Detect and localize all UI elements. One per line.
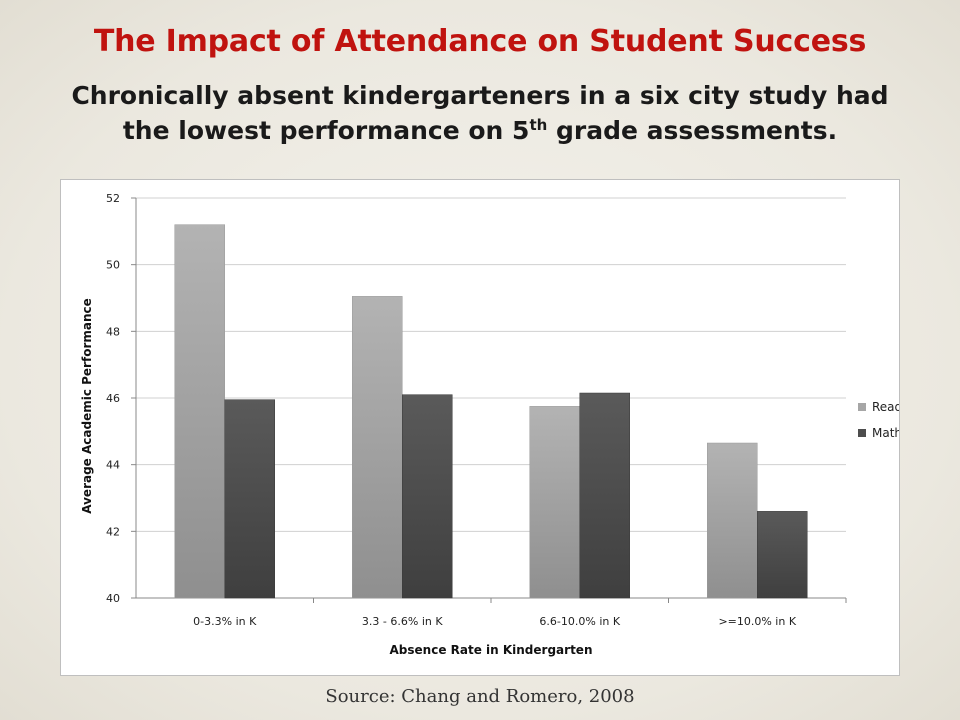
y-tick-label-52: 52 — [106, 192, 120, 205]
y-tick-label-42: 42 — [106, 525, 120, 538]
bar-reading-2 — [529, 406, 580, 599]
x-tick-label-3: >=10.0% in K — [718, 615, 796, 628]
bar-reading-1 — [352, 296, 403, 599]
bar-math-0 — [224, 399, 275, 599]
chart-frame: 40 42 44 46 48 50 52 0-3.3% in K 3.3 - 6.6% in K… — [60, 179, 900, 676]
bar-math-3 — [757, 511, 808, 599]
legend-swatch-math — [858, 429, 866, 437]
y-tick-label-40: 40 — [106, 592, 120, 605]
subtitle-line-2-end: grade assessments. — [547, 116, 838, 145]
bar-math-2 — [579, 392, 630, 599]
bar-math-1 — [402, 394, 453, 599]
y-tick-label-46: 46 — [106, 392, 120, 405]
subtitle-line-2: the lowest performance on 5th grade asse… — [60, 113, 900, 148]
y-axis-title: Average Academic Performance — [80, 298, 94, 514]
x-tick-label-1: 3.3 - 6.6% in K — [362, 615, 443, 628]
subtitle-line-2-text: the lowest performance on 5 — [122, 116, 530, 145]
subtitle-superscript: th — [529, 116, 548, 134]
bar-reading-3 — [707, 442, 758, 599]
slide-title: The Impact of Attendance on Student Succ… — [93, 24, 867, 59]
x-tick-label-0: 0-3.3% in K — [193, 615, 257, 628]
y-tick-label-48: 48 — [106, 325, 120, 338]
legend-label-math: Math — [872, 426, 899, 440]
y-tick-label-50: 50 — [106, 259, 120, 272]
slide-subtitle: Chronically absent kindergarteners in a … — [60, 78, 900, 148]
legend-label-reading: Reading — [872, 400, 899, 414]
subtitle-line-1: Chronically absent kindergarteners in a … — [71, 81, 889, 110]
x-tick-label-2: 6.6-10.0% in K — [539, 615, 620, 628]
x-axis-title: Absence Rate in Kindergarten — [390, 643, 593, 657]
bar-chart: 40 42 44 46 48 50 52 0-3.3% in K 3.3 - 6.6% in K… — [80, 192, 899, 657]
y-tick-label-44: 44 — [106, 459, 120, 472]
bar-reading-0 — [174, 224, 225, 599]
source-citation: Source: Chang and Romero, 2008 — [325, 686, 635, 707]
legend-swatch-reading — [858, 403, 866, 411]
